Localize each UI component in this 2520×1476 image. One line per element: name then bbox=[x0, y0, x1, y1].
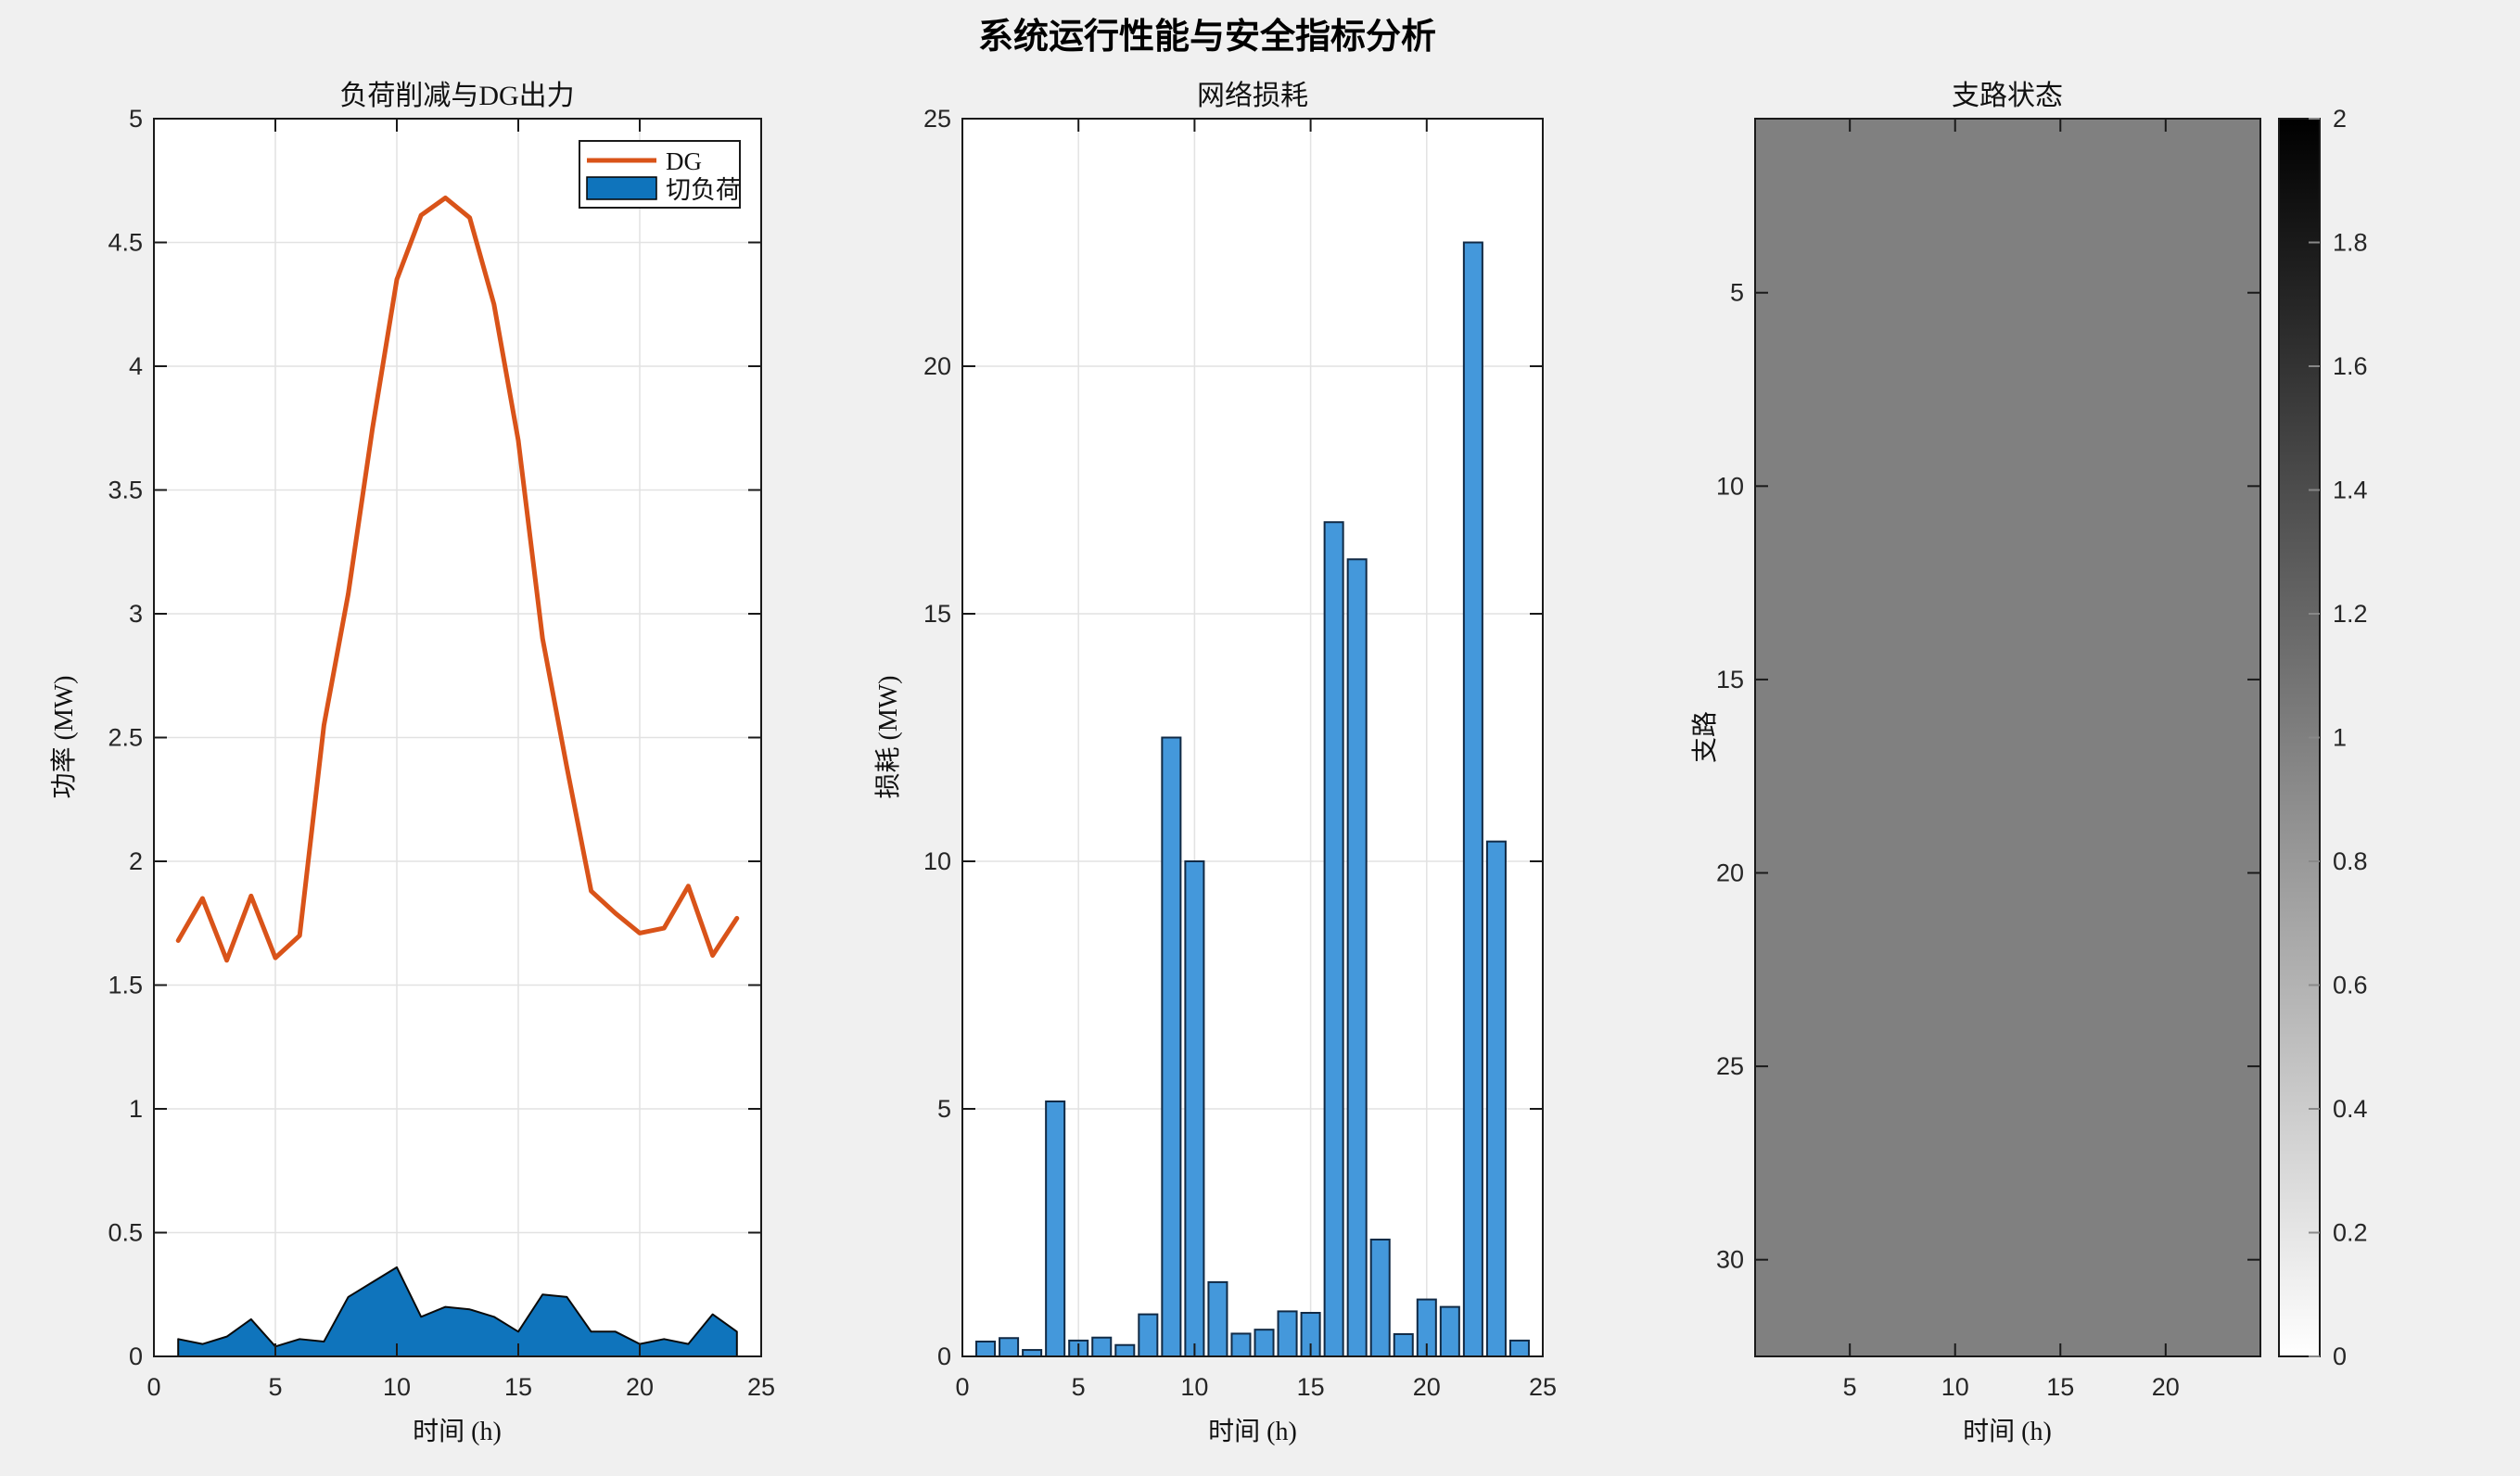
x-tick-label: 15 bbox=[1297, 1373, 1325, 1401]
y-tick-label: 2.5 bbox=[108, 724, 143, 752]
x-tick-label: 20 bbox=[2152, 1373, 2180, 1401]
y-tick-label: 0 bbox=[937, 1342, 951, 1370]
loss-bar bbox=[1022, 1349, 1043, 1357]
x-tick-label: 25 bbox=[1529, 1373, 1557, 1401]
colorbar-tick-label: 1.8 bbox=[2333, 229, 2368, 257]
ylabel-load-dg: 功率 (MW) bbox=[49, 676, 79, 799]
loss-bar bbox=[1161, 736, 1182, 1357]
colorbar-tick-label: 0.8 bbox=[2333, 847, 2368, 875]
loss-bar bbox=[1369, 1238, 1391, 1357]
loss-bar bbox=[1184, 860, 1205, 1357]
x-tick-label: 0 bbox=[955, 1373, 969, 1401]
title-losses: 网络损耗 bbox=[1197, 81, 1308, 111]
loss-bar bbox=[1462, 241, 1483, 1357]
x-tick-label: 20 bbox=[1413, 1373, 1441, 1401]
y-tick-label: 15 bbox=[923, 600, 951, 628]
colorbar-tick-label: 0 bbox=[2333, 1342, 2347, 1370]
x-tick-label: 5 bbox=[268, 1373, 282, 1401]
y-tick-label: 10 bbox=[1716, 472, 1744, 500]
title-branch-status: 支路状态 bbox=[1952, 81, 2063, 111]
legend-dg-label: DG bbox=[666, 147, 702, 175]
colorbar-tick-label: 1 bbox=[2333, 724, 2347, 752]
title-load-dg: 负荷削减与DG出力 bbox=[339, 81, 574, 111]
figure-title: 系统运行性能与安全指标分析 bbox=[978, 17, 1436, 57]
axis-box bbox=[1754, 118, 2261, 1357]
xlabel-load-dg: 时间 (h) bbox=[413, 1417, 502, 1446]
loss-bar bbox=[1045, 1100, 1066, 1357]
dg-line bbox=[175, 195, 740, 963]
y-tick-label: 3 bbox=[129, 600, 143, 628]
axes-branch-status: 5 10 15 20 5 10 15 20 25 30 bbox=[1716, 118, 2261, 1401]
y-tick-label: 0.5 bbox=[108, 1219, 143, 1247]
loss-bar bbox=[1230, 1332, 1252, 1358]
axes-losses: 0 5 10 15 20 25 0 5 10 15 20 25 bbox=[923, 105, 1557, 1401]
loss-bar bbox=[1323, 521, 1344, 1357]
y-tick-label: 0 bbox=[129, 1342, 143, 1370]
loss-bar bbox=[1393, 1332, 1414, 1357]
colorbar-tick-label: 1.2 bbox=[2333, 600, 2368, 628]
colorbar-tick-label: 1.6 bbox=[2333, 352, 2368, 380]
y-tick-label: 5 bbox=[937, 1095, 951, 1123]
y-tick-label: 20 bbox=[923, 352, 951, 380]
colorbar: 0 0.2 0.4 0.6 0.8 1 1.2 1.4 1.6 1.8 2 bbox=[2278, 105, 2368, 1370]
x-tick-label: 0 bbox=[146, 1373, 160, 1401]
y-tick-label: 3.5 bbox=[108, 477, 143, 504]
y-tick-label: 1.5 bbox=[108, 972, 143, 999]
y-tick-label: 10 bbox=[923, 847, 951, 875]
y-tick-label: 25 bbox=[1716, 1052, 1744, 1080]
y-tick-label: 30 bbox=[1716, 1246, 1744, 1274]
loss-bar bbox=[999, 1337, 1020, 1357]
loss-bar bbox=[1485, 840, 1507, 1357]
y-tick-label: 20 bbox=[1716, 859, 1744, 887]
loss-bar bbox=[1508, 1339, 1530, 1357]
colorbar-tick-label: 1.4 bbox=[2333, 477, 2368, 504]
x-tick-label: 20 bbox=[626, 1373, 654, 1401]
ylabel-branch-status: 支路 bbox=[1690, 711, 1720, 763]
legend-shed-label: 切负荷 bbox=[666, 176, 741, 204]
y-tick-label: 5 bbox=[1730, 279, 1744, 307]
y-tick-label: 4 bbox=[129, 352, 143, 380]
legend-shed-patch-sample bbox=[586, 176, 657, 200]
xlabel-branch-status: 时间 (h) bbox=[1963, 1417, 2052, 1446]
loss-bar bbox=[1091, 1336, 1113, 1358]
y-tick-label: 5 bbox=[129, 105, 143, 133]
axis-box bbox=[961, 118, 1544, 1357]
colorbar-tick-label: 0.2 bbox=[2333, 1219, 2368, 1247]
x-tick-label: 15 bbox=[2046, 1373, 2074, 1401]
x-tick-label: 5 bbox=[1072, 1373, 1086, 1401]
loss-bar bbox=[1114, 1343, 1136, 1358]
xlabel-losses: 时间 (h) bbox=[1208, 1417, 1297, 1446]
y-tick-label: 2 bbox=[129, 847, 143, 875]
axes-load-dg: 0 5 10 15 20 25 0 0.5 1 1.5 2 2.5 3 3.5 4 4.5 5 bbox=[108, 105, 775, 1401]
loss-bar bbox=[1138, 1313, 1159, 1357]
x-tick-label: 10 bbox=[383, 1373, 411, 1401]
x-tick-label: 5 bbox=[1843, 1373, 1857, 1401]
loss-bar bbox=[1254, 1329, 1275, 1357]
x-tick-label: 15 bbox=[504, 1373, 532, 1401]
x-tick-label: 10 bbox=[1180, 1373, 1208, 1401]
loss-bar bbox=[1277, 1310, 1298, 1358]
colorbar-tick-label: 2 bbox=[2333, 105, 2347, 133]
colorbar-tick-label: 0.4 bbox=[2333, 1095, 2368, 1123]
x-tick-label: 25 bbox=[747, 1373, 775, 1401]
y-tick-label: 4.5 bbox=[108, 229, 143, 257]
heatmap-cells bbox=[1755, 119, 2260, 1356]
load-shed-area bbox=[177, 1266, 738, 1357]
colorbar-tick-label: 0.6 bbox=[2333, 972, 2368, 999]
loss-bar bbox=[975, 1340, 997, 1357]
loss-bar bbox=[1346, 558, 1368, 1357]
ylabel-losses: 损耗 (MW) bbox=[873, 676, 903, 799]
loss-bar bbox=[1439, 1305, 1460, 1357]
x-tick-label: 10 bbox=[1941, 1373, 1969, 1401]
loss-bar bbox=[1207, 1280, 1228, 1358]
y-tick-label: 25 bbox=[923, 105, 951, 133]
y-tick-label: 15 bbox=[1716, 666, 1744, 693]
y-tick-label: 1 bbox=[129, 1095, 143, 1123]
